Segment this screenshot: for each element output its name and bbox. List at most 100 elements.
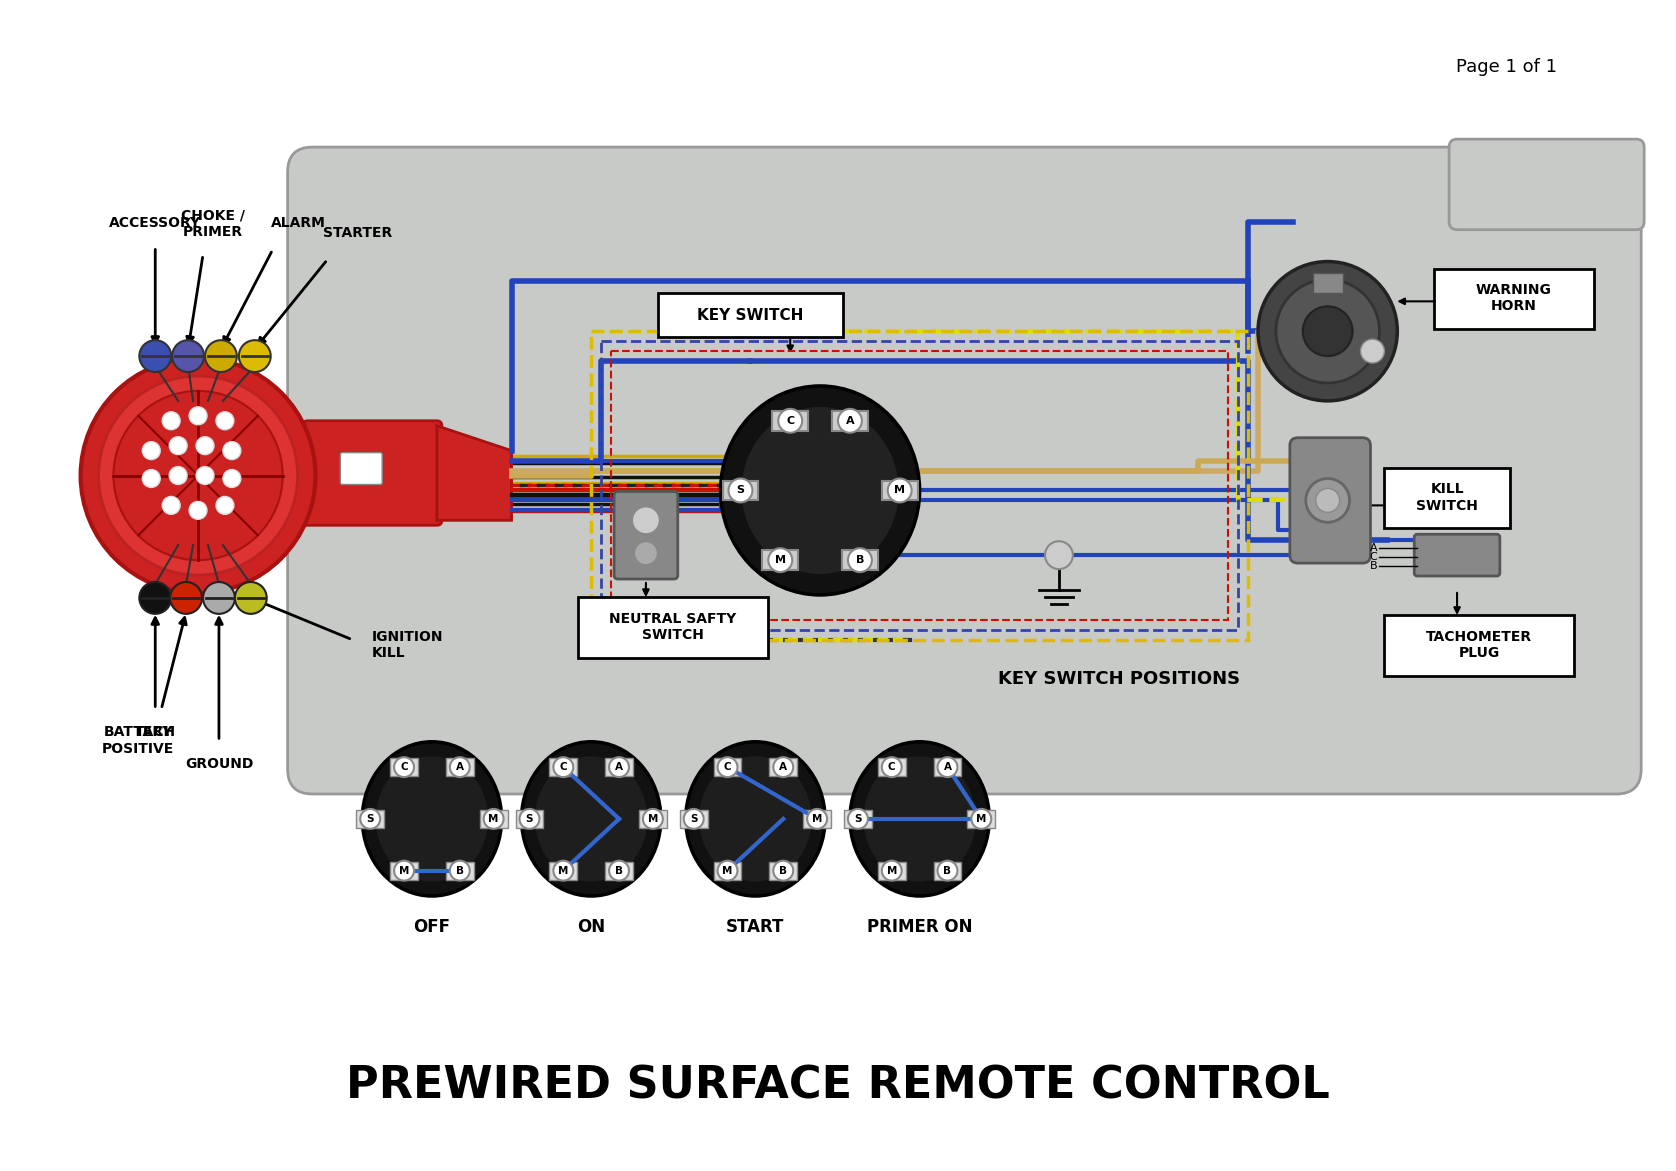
Text: A: A bbox=[1369, 543, 1378, 553]
Bar bbox=[831, 411, 868, 431]
Circle shape bbox=[449, 861, 469, 881]
Text: CHOKE /
PRIMER: CHOKE / PRIMER bbox=[181, 208, 245, 239]
Bar bbox=[722, 480, 758, 500]
Text: M: M bbox=[811, 814, 823, 824]
Circle shape bbox=[449, 758, 469, 778]
Circle shape bbox=[169, 466, 188, 485]
Text: M: M bbox=[895, 486, 905, 495]
Text: M: M bbox=[774, 555, 786, 566]
Circle shape bbox=[848, 809, 868, 829]
Circle shape bbox=[169, 437, 188, 454]
Text: A: A bbox=[779, 762, 788, 772]
Text: A: A bbox=[846, 416, 855, 426]
FancyBboxPatch shape bbox=[1435, 268, 1594, 329]
Circle shape bbox=[99, 376, 298, 575]
Circle shape bbox=[644, 809, 662, 829]
Ellipse shape bbox=[741, 406, 900, 575]
Circle shape bbox=[882, 758, 902, 778]
Text: B: B bbox=[779, 865, 788, 876]
Circle shape bbox=[139, 582, 171, 614]
Text: BATTERY
POSITIVE: BATTERY POSITIVE bbox=[102, 725, 174, 755]
Text: M: M bbox=[488, 814, 499, 824]
Circle shape bbox=[163, 497, 179, 514]
Text: WARNING
HORN: WARNING HORN bbox=[1477, 283, 1552, 314]
Circle shape bbox=[773, 758, 793, 778]
Circle shape bbox=[848, 548, 872, 573]
Text: M: M bbox=[887, 865, 897, 876]
Bar bbox=[763, 550, 798, 570]
Bar bbox=[639, 810, 667, 828]
Text: B: B bbox=[944, 865, 952, 876]
Circle shape bbox=[114, 391, 283, 560]
FancyBboxPatch shape bbox=[1384, 467, 1510, 528]
Text: KILL
SWITCH: KILL SWITCH bbox=[1416, 482, 1478, 513]
Bar bbox=[680, 810, 707, 828]
Circle shape bbox=[223, 441, 241, 459]
Ellipse shape bbox=[863, 755, 977, 883]
Text: S: S bbox=[526, 814, 533, 824]
Circle shape bbox=[717, 758, 737, 778]
FancyBboxPatch shape bbox=[1291, 438, 1371, 563]
Circle shape bbox=[196, 437, 215, 454]
Circle shape bbox=[216, 412, 235, 430]
Bar bbox=[391, 758, 417, 776]
Text: C: C bbox=[888, 762, 895, 772]
FancyBboxPatch shape bbox=[613, 492, 677, 578]
Text: M: M bbox=[399, 865, 409, 876]
Text: A: A bbox=[944, 762, 952, 772]
Text: NEUTRAL SAFTY
SWITCH: NEUTRAL SAFTY SWITCH bbox=[608, 611, 736, 642]
Text: START: START bbox=[726, 918, 784, 937]
Bar bbox=[714, 758, 741, 776]
Circle shape bbox=[632, 506, 660, 534]
FancyBboxPatch shape bbox=[340, 453, 382, 485]
Bar bbox=[605, 758, 634, 776]
Circle shape bbox=[1275, 280, 1379, 383]
Circle shape bbox=[142, 441, 161, 459]
Bar bbox=[550, 862, 577, 879]
Bar bbox=[612, 351, 1229, 619]
Text: KEY SWITCH: KEY SWITCH bbox=[697, 308, 803, 323]
Circle shape bbox=[937, 758, 957, 778]
Circle shape bbox=[173, 340, 204, 372]
Bar bbox=[878, 862, 905, 879]
Circle shape bbox=[163, 412, 179, 430]
Text: C: C bbox=[724, 762, 731, 772]
Circle shape bbox=[204, 340, 236, 372]
FancyBboxPatch shape bbox=[659, 294, 843, 337]
Ellipse shape bbox=[850, 741, 989, 896]
Circle shape bbox=[1306, 479, 1349, 522]
Circle shape bbox=[972, 809, 991, 829]
Circle shape bbox=[223, 470, 241, 487]
Circle shape bbox=[1361, 340, 1384, 363]
Text: C: C bbox=[401, 762, 407, 772]
Text: M: M bbox=[647, 814, 659, 824]
Circle shape bbox=[768, 548, 793, 573]
Circle shape bbox=[235, 582, 266, 614]
Ellipse shape bbox=[535, 755, 649, 883]
Bar bbox=[967, 810, 996, 828]
Bar bbox=[550, 758, 577, 776]
Bar bbox=[769, 758, 798, 776]
Bar bbox=[882, 480, 918, 500]
Text: S: S bbox=[691, 814, 697, 824]
Text: OFF: OFF bbox=[414, 918, 451, 937]
Text: ALARM: ALARM bbox=[272, 215, 327, 230]
Text: KEY SWITCH POSITIONS: KEY SWITCH POSITIONS bbox=[997, 670, 1240, 687]
Text: PREWIRED SURFACE REMOTE CONTROL: PREWIRED SURFACE REMOTE CONTROL bbox=[347, 1064, 1329, 1108]
Bar bbox=[357, 810, 384, 828]
Bar bbox=[516, 810, 543, 828]
Circle shape bbox=[608, 861, 628, 881]
Text: ACCESSORY: ACCESSORY bbox=[109, 215, 201, 230]
Circle shape bbox=[808, 809, 826, 829]
Text: B: B bbox=[856, 555, 865, 566]
Text: TACHOMETER
PLUG: TACHOMETER PLUG bbox=[1426, 630, 1532, 659]
Circle shape bbox=[684, 809, 704, 829]
Text: ON: ON bbox=[577, 918, 605, 937]
Bar bbox=[845, 810, 872, 828]
Text: C: C bbox=[1369, 553, 1378, 562]
Circle shape bbox=[171, 582, 203, 614]
Bar bbox=[934, 758, 962, 776]
Text: S: S bbox=[367, 814, 374, 824]
Circle shape bbox=[360, 809, 380, 829]
Circle shape bbox=[1302, 307, 1353, 356]
